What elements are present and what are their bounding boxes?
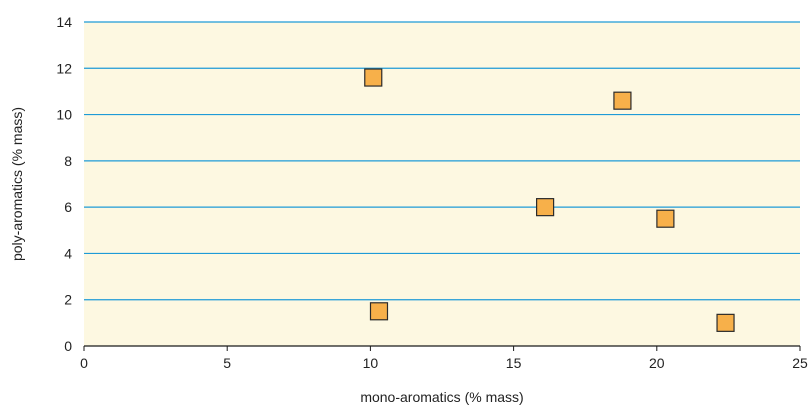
y-tick-label-0: 0 (64, 338, 72, 354)
data-point-1 (364, 68, 383, 87)
y-axis-ticks: 0 2 4 6 8 10 12 14 (56, 14, 72, 354)
data-point-4 (656, 209, 675, 228)
data-points (364, 68, 735, 332)
x-axis-ticks: 0 5 10 15 20 25 (80, 346, 808, 371)
x-axis-title: mono-aromatics (% mass) (360, 389, 523, 405)
y-tick-label-14: 14 (56, 14, 72, 30)
gridlines (84, 21, 800, 301)
x-tick-label-10: 10 (363, 355, 379, 371)
y-tick-label-8: 8 (64, 153, 72, 169)
data-point-2 (613, 91, 632, 110)
y-tick-label-6: 6 (64, 199, 72, 215)
y-tick-label-12: 12 (56, 60, 72, 76)
plot-area-background (84, 22, 800, 346)
x-tick-label-5: 5 (223, 355, 231, 371)
y-axis-title: poly-aromatics (% mass) (9, 107, 25, 261)
y-tick-label-2: 2 (64, 292, 72, 308)
y-tick-label-4: 4 (64, 245, 72, 261)
data-point-3 (536, 198, 555, 217)
x-tick-label-15: 15 (506, 355, 522, 371)
data-point-6 (716, 313, 735, 332)
data-point-5 (369, 302, 389, 321)
y-tick-label-10: 10 (56, 107, 72, 123)
x-tick-label-20: 20 (649, 355, 665, 371)
x-tick-label-0: 0 (80, 355, 88, 371)
x-tick-label-25: 25 (792, 355, 808, 371)
